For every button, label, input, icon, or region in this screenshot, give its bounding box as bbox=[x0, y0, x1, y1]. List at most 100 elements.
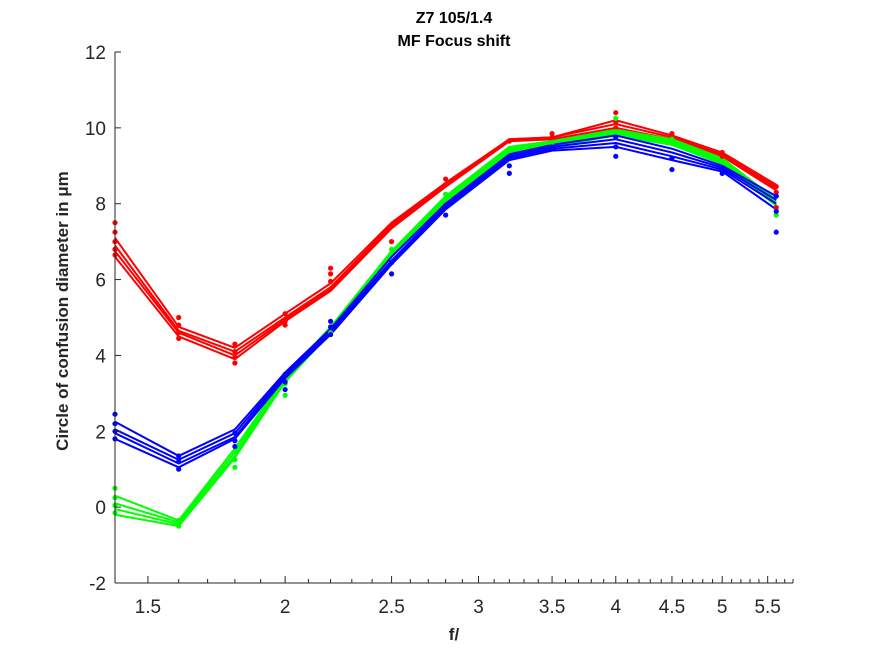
green-series-line bbox=[114, 132, 777, 526]
blue-data-point bbox=[388, 259, 395, 266]
red-data-point bbox=[232, 354, 238, 360]
y-tick-label: 10 bbox=[85, 119, 106, 140]
red-data-point bbox=[232, 349, 238, 355]
green-data-point bbox=[549, 140, 555, 146]
blue-data-point bbox=[443, 212, 449, 218]
blue-data-point bbox=[282, 386, 288, 393]
red-data-point bbox=[176, 322, 182, 328]
x-tick-label: 2 bbox=[280, 597, 291, 618]
blue-data-point bbox=[719, 170, 725, 176]
red-data-point bbox=[549, 134, 555, 140]
blue-data-point bbox=[282, 371, 288, 377]
red-data-point bbox=[613, 110, 619, 116]
x-tick-label: 5.5 bbox=[754, 597, 780, 618]
red-data-point bbox=[388, 239, 395, 245]
blue-data-point bbox=[176, 466, 182, 472]
red-data-point bbox=[773, 184, 779, 190]
y-axis-label: Circle of confusion diameter in μm bbox=[53, 171, 72, 451]
blue-data-point bbox=[328, 324, 334, 330]
blue-data-point bbox=[232, 443, 238, 450]
green-data-point bbox=[232, 464, 238, 470]
red-data-point bbox=[719, 149, 725, 156]
blue-data-point bbox=[282, 379, 288, 385]
red-data-point bbox=[328, 265, 334, 271]
red-data-point bbox=[613, 125, 619, 131]
green-data-point bbox=[388, 246, 395, 252]
red-data-point bbox=[443, 176, 449, 182]
blue-data-point bbox=[232, 438, 238, 444]
y-tick-label: -2 bbox=[89, 574, 106, 595]
y-tick-label: 4 bbox=[95, 346, 106, 367]
x-axis-ticks: 1.5 2 2.5 3 3.5 4 4.5 5 5.5 bbox=[135, 576, 794, 618]
blue-data-point bbox=[443, 203, 449, 209]
y-axis-ticks: -2 0 2 4 6 8 10 12 bbox=[85, 43, 121, 595]
x-tick-label: 2.5 bbox=[378, 597, 404, 618]
green-data-point bbox=[282, 392, 288, 398]
green-data-point bbox=[176, 523, 182, 529]
y-tick-label: 6 bbox=[95, 271, 106, 292]
blue-data-point bbox=[328, 318, 334, 324]
y-tick-label: 2 bbox=[95, 422, 106, 443]
y-tick-label: 8 bbox=[95, 195, 106, 216]
green-data-point bbox=[719, 159, 725, 165]
blue-data-point bbox=[388, 271, 395, 277]
x-tick-label: 5 bbox=[717, 597, 728, 618]
axes: -2 0 2 4 6 8 10 12 1.5 2 2.5 3 3.5 4 4.5 5 5.5 bbox=[85, 43, 794, 618]
blue-data-point bbox=[328, 331, 334, 338]
blue-data-point bbox=[773, 193, 779, 199]
blue-data-point bbox=[773, 208, 779, 214]
green-data-point bbox=[506, 146, 512, 152]
red-data-point bbox=[176, 314, 182, 321]
green-data-point bbox=[669, 136, 675, 142]
x-tick-label: 3.5 bbox=[539, 597, 565, 618]
green-data-point bbox=[176, 517, 182, 524]
blue-data-point bbox=[613, 144, 619, 150]
red-data-point bbox=[282, 322, 288, 328]
red-data-point bbox=[232, 341, 238, 347]
y-tick-label: 0 bbox=[95, 498, 106, 519]
green-data-point bbox=[232, 457, 238, 463]
x-tick-label: 4.5 bbox=[659, 597, 685, 618]
y-tick-label: 12 bbox=[85, 43, 106, 64]
plot-area bbox=[112, 110, 779, 529]
green-data-point bbox=[773, 212, 779, 218]
red-data-point bbox=[282, 311, 288, 317]
red-data-point bbox=[773, 189, 779, 195]
green-data-point bbox=[613, 129, 619, 135]
x-axis-label: f/ bbox=[449, 625, 460, 644]
blue-data-point bbox=[506, 155, 512, 161]
blue-data-point bbox=[176, 459, 182, 465]
blue-data-point bbox=[669, 155, 675, 161]
red-data-point bbox=[232, 360, 238, 366]
green-data-point bbox=[613, 115, 619, 121]
red-data-point bbox=[506, 138, 512, 144]
red-data-point bbox=[669, 130, 675, 137]
chart-subtitle: MF Focus shift bbox=[398, 33, 512, 50]
blue-data-point bbox=[506, 163, 512, 169]
blue-data-point bbox=[232, 430, 238, 436]
red-data-point bbox=[443, 182, 449, 188]
blue-data-point bbox=[613, 153, 619, 159]
x-tick-label: 4 bbox=[610, 597, 621, 618]
red-data-point bbox=[773, 204, 779, 211]
chart-title: Z7 105/1.4 bbox=[416, 10, 493, 27]
red-data-point bbox=[613, 119, 619, 125]
red-data-point bbox=[176, 330, 182, 336]
blue-data-point bbox=[506, 170, 512, 176]
red-data-point bbox=[282, 318, 288, 324]
blue-data-point bbox=[719, 166, 725, 173]
red-data-point bbox=[328, 278, 334, 285]
blue-data-point bbox=[549, 144, 555, 150]
red-data-point bbox=[176, 335, 182, 341]
red-data-point bbox=[328, 271, 334, 277]
blue-data-point bbox=[669, 166, 675, 173]
red-data-point bbox=[549, 130, 555, 137]
blue-data-point bbox=[613, 134, 619, 140]
green-data-point bbox=[232, 449, 238, 455]
green-data-point bbox=[443, 191, 449, 197]
x-tick-label: 3 bbox=[473, 597, 484, 618]
x-tick-label: 1.5 bbox=[135, 597, 161, 618]
blue-data-point bbox=[176, 453, 182, 459]
